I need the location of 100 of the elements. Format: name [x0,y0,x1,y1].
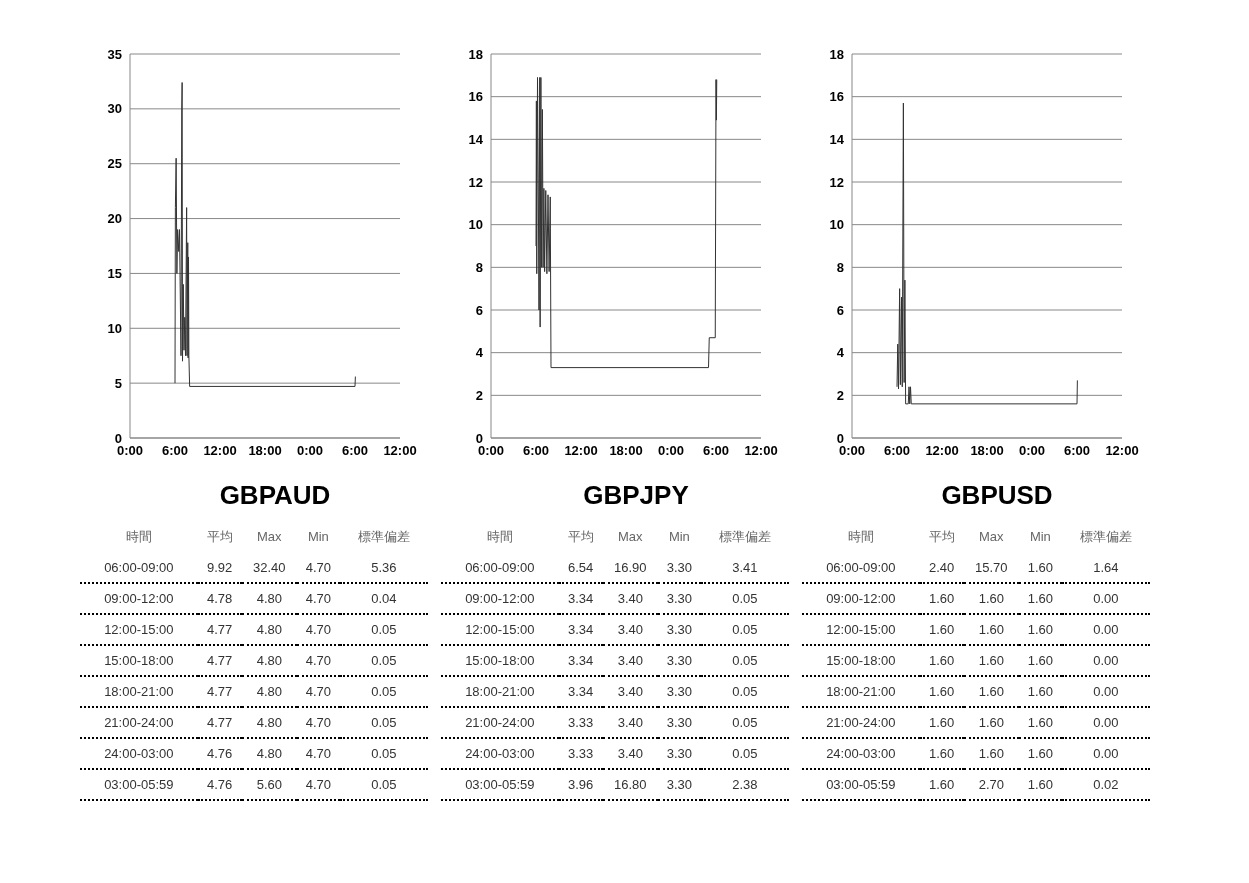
y-tick-label: 35 [107,46,122,62]
x-tick-label: 12:00 [564,443,598,459]
x-tick-label: 0:00 [477,443,505,459]
text: 1.64 [1092,558,1120,577]
text: 平均 [566,527,595,546]
x-tick-label: 6:00 [702,443,730,459]
text: 03:00-05:59 [464,776,536,794]
y-tick-label: 18 [829,46,844,62]
text: 0.05 [731,590,759,608]
text: 時間 [485,527,514,546]
text: 4.76 [206,776,234,794]
text: 0.00 [1092,683,1120,701]
text: 3.40 [616,621,644,639]
y-tick-label: 12 [829,174,844,190]
y-tick-label: 0 [114,430,122,446]
text: 2.40 [928,558,956,577]
text: 0.05 [370,683,398,701]
text: 3.30 [665,714,693,732]
text: 1.60 [1026,621,1054,639]
text: 32.40 [252,558,287,577]
text: 0.05 [370,621,398,639]
text: 3.30 [665,776,693,794]
y-tick-label: 8 [836,259,844,275]
text: 1.60 [928,590,956,608]
text: 1.60 [977,745,1005,763]
text: 1.60 [928,714,956,732]
text: 4.77 [206,714,234,732]
text: 6.54 [567,558,595,577]
text: 1.60 [977,652,1005,670]
text: 0.02 [1092,776,1120,794]
y-tick-label: 2 [836,387,844,403]
text: 4.76 [206,745,234,763]
text: 3.40 [616,714,644,732]
y-tick-label: 0 [836,430,844,446]
text: 21:00-24:00 [825,714,897,732]
text: 12:00-15:00 [464,621,536,639]
text: 0.04 [370,590,398,608]
x-tick-label: 12:00 [744,443,778,459]
text: Max [978,528,1005,546]
y-tick-label: 6 [475,302,483,318]
text: 1.60 [928,776,956,794]
text: 3.34 [567,652,595,670]
text: 3.30 [665,590,693,608]
text: 4.80 [255,590,283,608]
text: 0.05 [370,652,398,670]
text: 24:00-03:00 [103,745,175,763]
text: 平均 [205,527,234,546]
text: 1.60 [928,745,956,763]
text: 1.60 [977,683,1005,701]
text: 1.60 [977,621,1005,639]
text: 2.70 [977,776,1005,794]
y-tick-label: 20 [107,211,122,227]
x-tick-label: 6:00 [1063,443,1091,459]
x-tick-label: 12:00 [1105,443,1139,459]
text: 1.60 [1026,714,1054,732]
x-tick-label: 12:00 [383,443,417,459]
text: 0.05 [370,776,398,794]
text: 06:00-09:00 [825,558,897,577]
text: 18:00-21:00 [825,683,897,701]
y-tick-label: 6 [836,302,844,318]
text: 4.80 [255,745,283,763]
y-tick-label: 5 [114,375,122,391]
text: 1.60 [1026,652,1054,670]
y-tick-label: 10 [107,320,122,336]
text: 3.30 [665,621,693,639]
text: 0.00 [1092,714,1120,732]
y-tick-label: 18 [468,46,483,62]
text: 標準偏差 [356,527,411,546]
text: 3.40 [616,683,644,701]
text: 15:00-18:00 [464,652,536,670]
text: 1.60 [1026,590,1054,608]
text: 標準偏差 [717,527,772,546]
y-tick-label: 0 [475,430,483,446]
text: 4.70 [304,558,332,577]
text: 21:00-24:00 [103,714,175,732]
text: 1.60 [1026,745,1054,763]
text: 1.60 [928,683,956,701]
text: 4.70 [304,652,332,670]
text: 1.60 [977,590,1005,608]
text: 18:00-21:00 [103,683,175,701]
y-tick-label: 16 [829,89,844,105]
x-tick-label: 0:00 [296,443,324,459]
text: 03:00-05:59 [103,776,175,794]
y-tick-label: 25 [107,156,122,172]
x-tick-label: 18:00 [248,443,282,459]
y-tick-label: 10 [829,217,844,233]
line-series [896,102,1078,405]
text: 3.41 [731,558,759,577]
text: 3.34 [567,590,595,608]
x-tick-label: 6:00 [883,443,911,459]
text: 3.34 [567,683,595,701]
x-tick-label: 0:00 [838,443,866,459]
text: 0.00 [1092,745,1120,763]
text: 1.60 [928,652,956,670]
text: 09:00-12:00 [825,590,897,608]
x-tick-label: 6:00 [522,443,550,459]
text: 4.70 [304,745,332,763]
x-tick-label: 0:00 [657,443,685,459]
text: 4.80 [255,683,283,701]
text: 0.00 [1092,621,1120,639]
